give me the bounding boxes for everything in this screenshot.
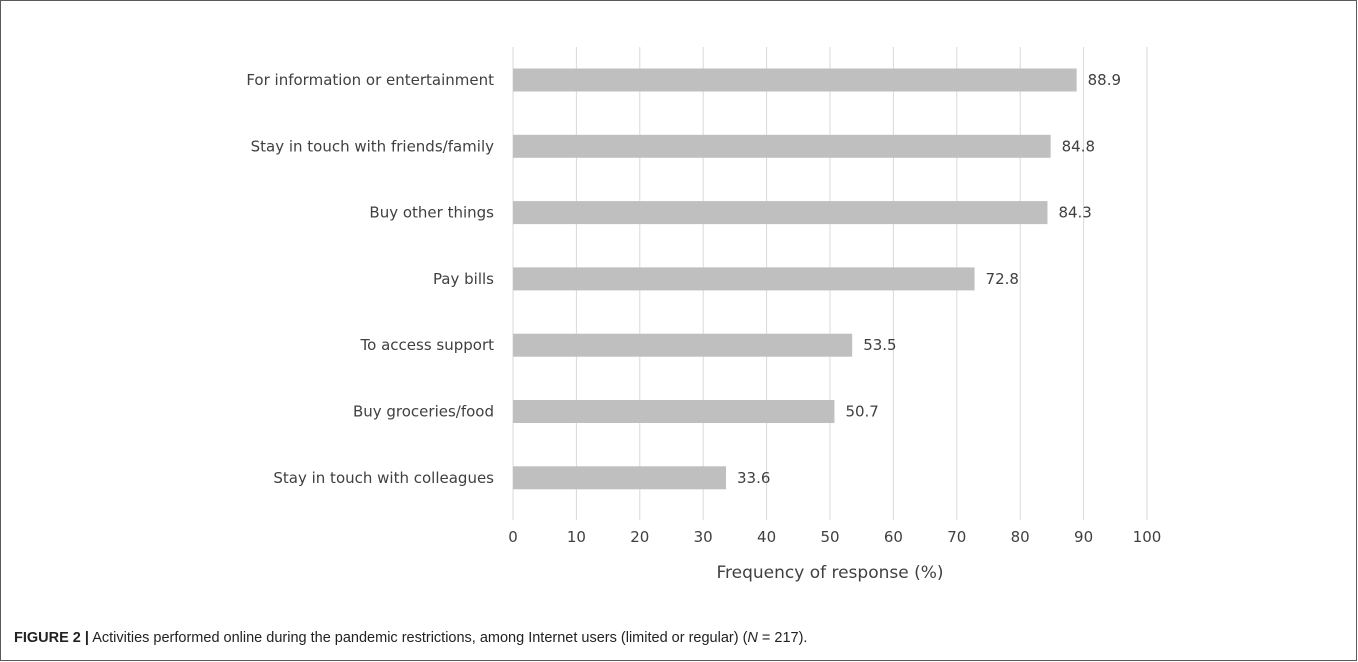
caption-text-end: = 217). <box>757 630 808 646</box>
x-tick-label: 10 <box>567 528 586 546</box>
x-tick-label: 80 <box>1011 528 1030 546</box>
bar <box>513 466 727 490</box>
category-label: Stay in touch with friends/family <box>251 137 495 155</box>
figure-caption: FIGURE 2 | Activities performed online d… <box>14 630 807 646</box>
x-axis-title: Frequency of response (%) <box>716 563 943 583</box>
data-label: 84.8 <box>1062 137 1095 155</box>
category-label: Stay in touch with colleagues <box>273 469 494 487</box>
x-tick-label: 20 <box>630 528 649 546</box>
category-label: Buy other things <box>369 204 494 222</box>
caption-label: FIGURE 2 | <box>14 630 89 646</box>
x-tick-label: 70 <box>947 528 966 546</box>
data-label: 53.5 <box>863 336 896 354</box>
x-tick-label: 90 <box>1074 528 1093 546</box>
data-label: 33.6 <box>737 469 770 487</box>
x-tick-label: 60 <box>884 528 903 546</box>
data-label: 84.3 <box>1058 204 1091 222</box>
bar <box>513 333 853 357</box>
x-tick-label: 50 <box>820 528 839 546</box>
category-label: Pay bills <box>433 270 494 288</box>
category-label: To access support <box>360 336 495 354</box>
x-tick-label: 100 <box>1133 528 1162 546</box>
data-label: 88.9 <box>1088 71 1121 89</box>
caption-n-symbol: N <box>747 630 758 646</box>
bar <box>513 134 1051 158</box>
caption-text: Activities performed online during the p… <box>88 630 748 646</box>
bar <box>513 267 975 291</box>
x-tick-label: 0 <box>508 528 518 546</box>
category-label: Buy groceries/food <box>353 403 494 421</box>
x-tick-label: 40 <box>757 528 776 546</box>
x-tick-label: 30 <box>694 528 713 546</box>
bar <box>513 400 835 423</box>
data-label: 72.8 <box>986 270 1019 288</box>
data-label: 50.7 <box>845 403 878 421</box>
bar <box>513 68 1077 92</box>
bar <box>513 201 1048 225</box>
bar-chart: For information or entertainment 88.9 Stay… <box>246 47 1162 583</box>
category-label: For information or entertainment <box>246 71 494 89</box>
